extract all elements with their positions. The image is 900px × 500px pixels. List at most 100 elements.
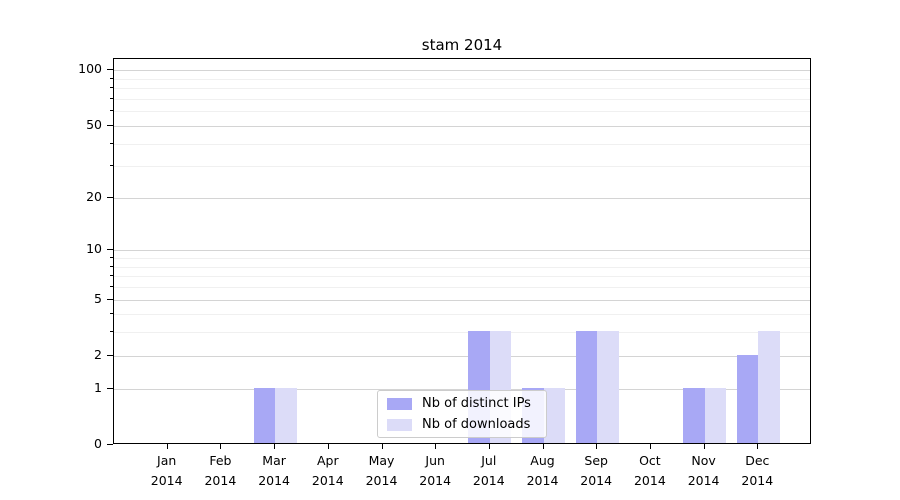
x-tick-label-line: Nov xyxy=(691,453,716,468)
x-tick xyxy=(596,444,598,449)
gridline-minor xyxy=(114,143,810,145)
gridline-major xyxy=(114,355,810,357)
gridline-minor xyxy=(114,314,810,316)
x-tick xyxy=(274,444,276,449)
x-tick xyxy=(220,444,222,449)
x-tick-label: May 2014 xyxy=(347,451,417,491)
x-tick-label-line: 2014 xyxy=(687,473,720,488)
gridline-major xyxy=(114,388,810,390)
y-minor-tick xyxy=(110,165,113,167)
gridline-minor xyxy=(114,266,810,268)
gridline-minor xyxy=(114,332,810,334)
chart-title: stam 2014 xyxy=(421,36,503,54)
x-tick-label-line: 2014 xyxy=(472,473,505,488)
y-tick xyxy=(107,124,113,126)
x-tick-label-line: 2014 xyxy=(204,473,237,488)
bar xyxy=(597,331,619,443)
x-tick-label: Jun 2014 xyxy=(400,451,470,491)
legend-swatch-downloads-icon xyxy=(387,418,412,431)
y-tick xyxy=(107,387,113,389)
legend: Nb of distinct IPs Nb of downloads xyxy=(377,390,547,438)
bar xyxy=(543,387,565,443)
x-tick-label-line: 2014 xyxy=(150,473,183,488)
gridline-minor xyxy=(114,111,810,113)
x-tick-label: Jul 2014 xyxy=(454,451,524,491)
x-tick-label-line: 2014 xyxy=(311,473,344,488)
x-tick xyxy=(488,444,490,449)
y-tick xyxy=(107,444,113,445)
x-tick-label-line: Jun xyxy=(425,453,445,468)
bar xyxy=(758,331,780,443)
bar xyxy=(253,387,276,443)
y-tick xyxy=(107,69,113,71)
y-tick xyxy=(107,354,113,356)
x-tick-label-line: Jan xyxy=(157,453,177,468)
bar xyxy=(683,387,705,443)
y-minor-tick xyxy=(110,331,113,333)
legend-item-downloads: Nb of downloads xyxy=(387,417,546,432)
y-tick-label: 0 xyxy=(94,436,102,451)
x-tick-label-line: May xyxy=(368,453,395,468)
bar xyxy=(736,354,759,443)
x-tick-label: Sep 2014 xyxy=(561,451,631,491)
gridline-major xyxy=(114,70,810,72)
bar xyxy=(704,387,727,443)
x-tick-label-line: 2014 xyxy=(365,473,398,488)
x-tick xyxy=(435,444,437,449)
plot-area xyxy=(113,58,811,444)
x-tick-label-line: Feb xyxy=(209,453,232,468)
x-tick-label: Oct 2014 xyxy=(615,451,685,491)
x-tick-label-line: Aug xyxy=(530,453,555,468)
x-tick-label: Feb 2014 xyxy=(185,451,255,491)
x-tick xyxy=(649,444,651,449)
x-tick xyxy=(327,444,329,449)
x-tick xyxy=(757,444,759,449)
x-tick-label: Dec 2014 xyxy=(722,451,792,491)
y-minor-tick xyxy=(110,257,113,258)
y-tick-label: 100 xyxy=(78,61,102,77)
x-tick-label: Nov 2014 xyxy=(669,451,739,491)
y-minor-tick xyxy=(110,265,113,267)
x-tick xyxy=(166,444,168,449)
gridline-minor xyxy=(114,258,810,259)
x-tick-label: Jan 2014 xyxy=(132,451,202,491)
y-tick-label: 10 xyxy=(86,241,102,257)
y-minor-tick xyxy=(110,313,113,315)
x-tick-label-line: Dec xyxy=(745,453,770,468)
gridline-minor xyxy=(114,78,810,80)
y-tick-label: 50 xyxy=(86,116,102,132)
x-tick-label-line: 2014 xyxy=(741,473,774,488)
gridline-major xyxy=(114,197,810,199)
y-tick xyxy=(107,298,113,300)
gridline-major xyxy=(114,125,810,127)
y-minor-tick xyxy=(110,77,113,79)
y-tick-label: 5 xyxy=(94,290,102,306)
x-tick-label-line: 2014 xyxy=(258,473,290,488)
y-minor-tick xyxy=(110,87,113,89)
legend-swatch-distinct-ips-icon xyxy=(387,397,412,410)
x-tick-label-line: Apr xyxy=(316,453,339,468)
x-tick-label-line: Mar xyxy=(262,453,286,468)
x-tick xyxy=(703,444,705,449)
y-tick-label: 20 xyxy=(86,188,102,204)
x-tick xyxy=(542,444,544,449)
y-tick xyxy=(107,196,113,198)
legend-label-distinct-ips: Nb of distinct IPs xyxy=(422,396,531,411)
x-tick-label-line: 2014 xyxy=(633,473,666,488)
y-minor-tick xyxy=(110,110,113,112)
gridline-minor xyxy=(114,98,810,100)
bar xyxy=(575,331,598,443)
y-tick-label: 1 xyxy=(94,379,102,395)
gridline-minor xyxy=(114,88,810,90)
x-tick-label-line: Sep xyxy=(584,453,608,468)
x-tick-label: Mar 2014 xyxy=(239,451,309,491)
gridline-minor xyxy=(114,166,810,168)
y-tick-label: 2 xyxy=(94,346,102,362)
y-minor-tick xyxy=(110,142,113,144)
gridline-major xyxy=(114,299,810,301)
x-tick-label-line: Jul xyxy=(481,453,497,468)
x-tick-label-line: Oct xyxy=(639,453,661,468)
x-tick-label: Aug 2014 xyxy=(508,451,578,491)
y-minor-tick xyxy=(110,275,113,277)
